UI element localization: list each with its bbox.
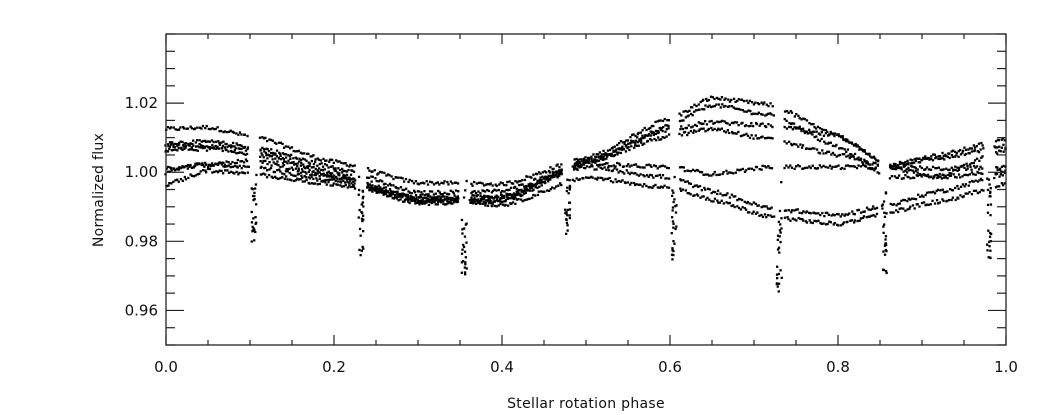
x-tick-label: 1.0 bbox=[994, 358, 1018, 376]
x-tick-labels: 0.0 0.2 0.4 0.6 0.8 1.0 bbox=[154, 358, 1018, 376]
data-points bbox=[164, 95, 1007, 293]
y-tick-label: 0.98 bbox=[125, 232, 158, 250]
x-tick-label: 0.8 bbox=[826, 358, 850, 376]
x-axis-title: Stellar rotation phase bbox=[507, 396, 665, 412]
axis-ticks bbox=[165, 33, 1007, 346]
x-tick-label: 0.4 bbox=[490, 358, 514, 376]
y-tick-label: 1.02 bbox=[125, 94, 158, 112]
plot-frame bbox=[165, 33, 1007, 346]
y-axis-title: Normalized flux bbox=[91, 133, 107, 247]
y-tick-label: 1.00 bbox=[125, 163, 158, 181]
y-tick-label: 0.96 bbox=[125, 301, 158, 319]
y-tick-labels: 0.96 0.98 1.00 1.02 bbox=[125, 94, 158, 319]
x-tick-label: 0.2 bbox=[322, 358, 346, 376]
x-tick-label: 0.0 bbox=[154, 358, 178, 376]
x-tick-label: 0.6 bbox=[658, 358, 682, 376]
